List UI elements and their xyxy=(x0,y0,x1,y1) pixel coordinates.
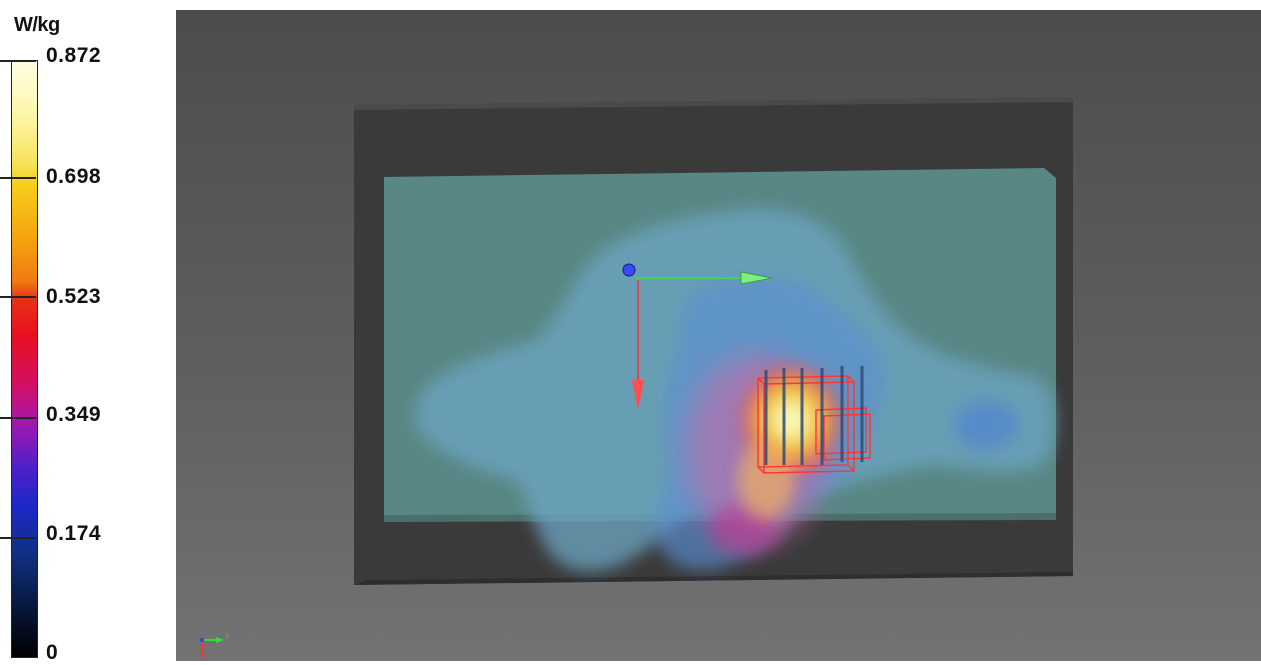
probe-fins xyxy=(764,366,864,465)
orientation-triad-icon: Y xyxy=(200,634,230,658)
sar-distribution-scene xyxy=(354,97,1073,585)
legend-tick-mark xyxy=(0,537,36,539)
legend-tick-mark xyxy=(0,296,36,298)
sar-field-cloud xyxy=(416,208,1055,572)
legend-tick-label-min: 0 xyxy=(46,641,59,664)
color-scale-legend: W/kg 0.872 0.698 0.523 0.349 0.174 0 xyxy=(0,0,176,664)
legend-tick-label-max: 0.872 xyxy=(46,44,102,67)
legend-tick-label: 0.349 xyxy=(46,403,102,426)
legend-tick-label: 0.174 xyxy=(46,522,102,545)
probe-model xyxy=(757,375,871,474)
legend-tick-label: 0.698 xyxy=(46,165,102,188)
triad-y-label: Y xyxy=(225,634,230,641)
3d-viewport[interactable]: Y xyxy=(176,10,1261,661)
legend-tick-mark xyxy=(0,417,36,419)
legend-tick-mark xyxy=(0,60,36,62)
coordinate-axes[interactable] xyxy=(622,263,773,410)
legend-tick-label: 0.523 xyxy=(46,285,102,308)
legend-tick-mark xyxy=(0,177,36,179)
legend-unit-label: W/kg xyxy=(14,14,60,36)
color-scale-bar xyxy=(11,60,38,658)
